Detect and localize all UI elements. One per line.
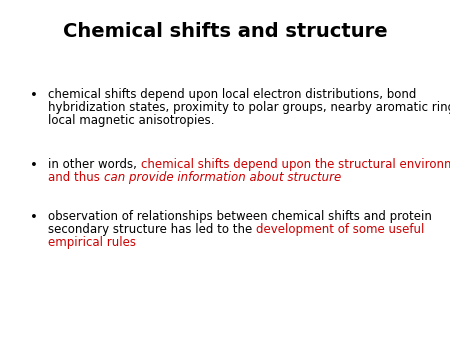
- Text: and thus: and thus: [48, 171, 104, 184]
- Text: in other words,: in other words,: [48, 158, 140, 171]
- Text: chemical shifts depend upon the structural environment: chemical shifts depend upon the structur…: [140, 158, 450, 171]
- Text: •: •: [30, 89, 38, 102]
- Text: hybridization states, proximity to polar groups, nearby aromatic rings,: hybridization states, proximity to polar…: [48, 101, 450, 114]
- Text: empirical rules: empirical rules: [48, 236, 136, 249]
- Text: can provide information about structure: can provide information about structure: [104, 171, 341, 184]
- Text: •: •: [30, 159, 38, 172]
- Text: Chemical shifts and structure: Chemical shifts and structure: [63, 22, 387, 41]
- Text: local magnetic anisotropies.: local magnetic anisotropies.: [48, 114, 215, 127]
- Text: development of some useful: development of some useful: [256, 223, 424, 236]
- Text: observation of relationships between chemical shifts and protein: observation of relationships between che…: [48, 210, 432, 223]
- Text: secondary structure has led to the: secondary structure has led to the: [48, 223, 256, 236]
- Text: chemical shifts depend upon local electron distributions, bond: chemical shifts depend upon local electr…: [48, 88, 416, 101]
- Text: •: •: [30, 211, 38, 224]
